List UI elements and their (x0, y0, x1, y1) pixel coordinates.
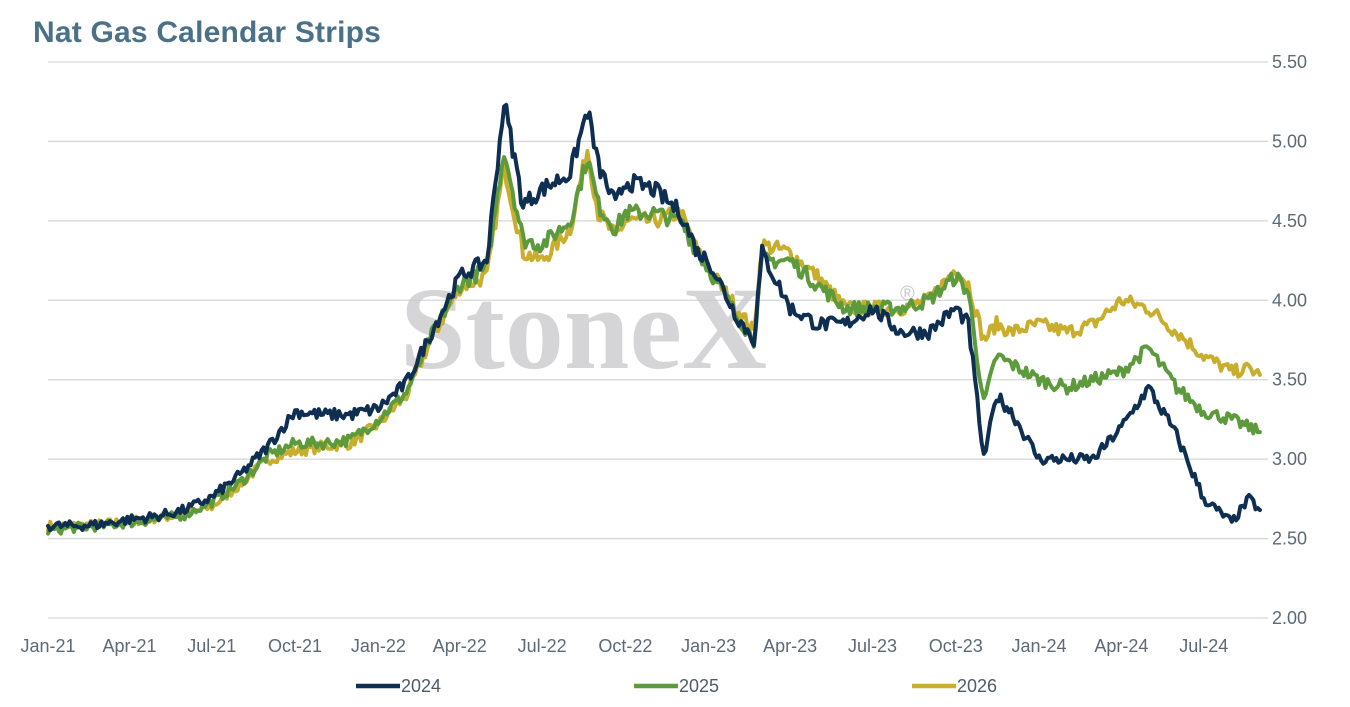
x-tick-label: Apr-24 (1094, 636, 1148, 656)
y-tick-label: 5.50 (1272, 52, 1307, 72)
legend-label: 2026 (957, 676, 997, 696)
legend-label: 2024 (401, 676, 441, 696)
x-tick-label: Jul-21 (187, 636, 236, 656)
y-tick-label: 2.00 (1272, 608, 1307, 628)
x-tick-label: Apr-22 (433, 636, 487, 656)
x-tick-label: Oct-22 (598, 636, 652, 656)
x-tick-label: Jul-22 (518, 636, 567, 656)
legend-item-2026: 2026 (912, 676, 997, 696)
series-lines (46, 102, 1262, 536)
series-line-2024 (46, 102, 1262, 533)
y-tick-label: 3.00 (1272, 449, 1307, 469)
y-axis-ticks: 2.00 2.50 3.00 3.50 4.00 4.50 5.00 5.50 (1272, 52, 1307, 628)
y-tick-label: 5.00 (1272, 131, 1307, 151)
x-tick-label: Jan-24 (1012, 636, 1067, 656)
y-tick-label: 3.50 (1272, 370, 1307, 390)
x-tick-label: Jan-22 (351, 636, 406, 656)
chart-title: Nat Gas Calendar Strips (33, 16, 382, 49)
x-tick-label: Oct-21 (268, 636, 322, 656)
y-tick-label: 4.00 (1272, 290, 1307, 310)
series-line-2025 (46, 155, 1262, 536)
x-axis-ticks: Jan-21 Apr-21 Jul-21 Oct-21 Jan-22 Apr-22 Jul-… (20, 636, 1228, 656)
x-tick-label: Oct-23 (929, 636, 983, 656)
y-tick-label: 4.50 (1272, 211, 1307, 231)
x-tick-label: Apr-21 (102, 636, 156, 656)
legend-item-2025: 2025 (634, 676, 719, 696)
x-tick-label: Jan-21 (20, 636, 75, 656)
legend-label: 2025 (679, 676, 719, 696)
legend-item-2024: 2024 (356, 676, 441, 696)
x-tick-label: Apr-23 (763, 636, 817, 656)
x-tick-label: Jul-23 (848, 636, 897, 656)
y-tick-label: 2.50 (1272, 529, 1307, 549)
legend: 2024 2025 2026 (356, 676, 997, 696)
x-tick-label: Jul-24 (1179, 636, 1228, 656)
x-tick-label: Jan-23 (681, 636, 736, 656)
